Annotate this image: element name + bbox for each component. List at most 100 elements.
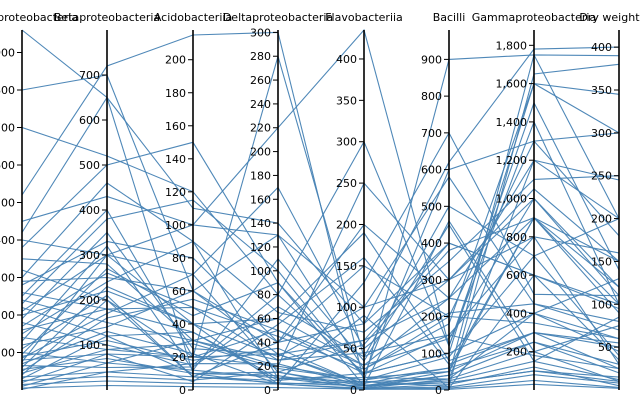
series-line-46: [21, 379, 620, 390]
tick-label: 100: [591, 298, 612, 311]
tick-label: 140: [250, 217, 271, 230]
series-line-30: [21, 140, 620, 377]
axis-1: 100 200 300 400 500 600 700 Betaproteobacteria: [54, 11, 160, 390]
tick-label: 800: [506, 231, 527, 244]
tick-label: 40: [257, 336, 271, 349]
series-line-32: [21, 217, 620, 373]
series-line-33: [21, 256, 620, 383]
tick-label: 300: [336, 136, 357, 149]
tick-label: 0: [264, 384, 271, 397]
tick-label: 600: [79, 114, 100, 127]
tick-label: 140: [165, 153, 186, 166]
tick-label: 0: [350, 384, 357, 397]
axis-3: 0 20 40 60 80 100 120 140 160 180 200 220 240 260 280 3…: [223, 11, 333, 397]
tick-label: 500: [421, 200, 442, 213]
tick-label: 700: [79, 69, 100, 82]
series-line-22: [21, 272, 620, 370]
series-line-11: [21, 175, 620, 322]
tick-label: 200: [591, 213, 612, 226]
series-line-4: [21, 28, 620, 348]
tick-label: 400: [421, 237, 442, 250]
tick-label: 160: [165, 120, 186, 133]
axis-title: Flavobacteriia: [325, 11, 403, 24]
series-line-49: [21, 370, 620, 390]
tick-label: 800: [0, 84, 15, 97]
tick-label: 900: [0, 47, 15, 60]
tick-label: 700: [421, 127, 442, 140]
tick-label: 100: [165, 219, 186, 232]
axis-6: 200 400 600 800 1,000 1,200 1,400 1,600 1,800 Gam…: [472, 11, 596, 390]
tick-label: 400: [591, 41, 612, 54]
tick-label: 350: [336, 94, 357, 107]
tick-label: 1,800: [496, 39, 528, 52]
axis-0: 100 200 300 400 500 600 700 800 900 Alphaproteoba…: [0, 11, 78, 390]
tick-label: 300: [250, 26, 271, 39]
tick-label: 1,400: [496, 116, 528, 129]
series-line-17: [21, 219, 620, 387]
series-line-24: [21, 175, 620, 335]
series-line-12: [21, 132, 620, 344]
tick-label: 200: [0, 309, 15, 322]
tick-label: 200: [336, 218, 357, 231]
series-line-15: [21, 231, 620, 362]
tick-label: 100: [336, 301, 357, 314]
tick-label: 400: [0, 234, 15, 247]
tick-label: 120: [250, 241, 271, 254]
tick-label: 50: [343, 343, 357, 356]
axis-2: 0 20 40 60 80 100 120 140 160 180 200 Acidobacterii…: [154, 11, 232, 397]
tick-label: 1,600: [496, 78, 528, 91]
series-line-14: [21, 209, 620, 375]
tick-label: 200: [506, 346, 527, 359]
series-line-34: [21, 82, 620, 371]
tick-label: 300: [0, 272, 15, 285]
tick-label: 50: [598, 341, 612, 354]
tick-label: 0: [435, 384, 442, 397]
axis-title: Deltaproteobacteria: [223, 11, 333, 24]
axis-title: Dry weight [g]: [579, 11, 640, 24]
axis-5: 0 100 200 300 400 500 600 700 800 900 Bacilli: [421, 11, 465, 397]
tick-label: 300: [79, 249, 100, 262]
tick-label: 40: [172, 318, 186, 331]
tick-label: 180: [250, 169, 271, 182]
tick-label: 100: [250, 265, 271, 278]
series-line-35: [21, 330, 620, 385]
tick-label: 60: [257, 312, 271, 325]
tick-label: 260: [250, 74, 271, 87]
tick-label: 120: [165, 186, 186, 199]
series-line-38: [21, 357, 620, 389]
axis-4: 0 50 100 150 200 250 300 350 400 Flavobacteriia: [325, 11, 403, 397]
series-line-1: [21, 54, 620, 387]
series-lines: [21, 28, 620, 390]
axis-title: Betaproteobacteria: [54, 11, 160, 24]
tick-label: 280: [250, 50, 271, 63]
tick-label: 700: [0, 122, 15, 135]
tick-label: 60: [172, 285, 186, 298]
axis-title: Alphaproteobacteria: [0, 11, 78, 24]
tick-label: 220: [250, 122, 271, 135]
tick-label: 80: [172, 252, 186, 265]
tick-label: 180: [165, 87, 186, 100]
tick-label: 1,000: [496, 193, 528, 206]
series-line-18: [21, 186, 620, 350]
series-line-25: [21, 255, 620, 381]
series-line-2: [21, 82, 620, 375]
tick-label: 150: [336, 260, 357, 273]
tick-label: 160: [250, 193, 271, 206]
tick-label: 400: [336, 53, 357, 66]
tick-label: 250: [591, 170, 612, 183]
tick-label: 200: [165, 54, 186, 67]
tick-label: 800: [421, 90, 442, 103]
tick-label: 200: [421, 311, 442, 324]
series-line-16: [21, 159, 620, 380]
axis-7: 50 100 150 200 250 300 350 400 Dry weight [g]: [579, 11, 640, 390]
series-line-27: [21, 223, 620, 346]
tick-label: 600: [421, 164, 442, 177]
axis-title: Bacilli: [433, 11, 466, 24]
tick-label: 350: [591, 84, 612, 97]
tick-label: 240: [250, 98, 271, 111]
axis-title: Gammaproteobacteria: [472, 11, 596, 24]
series-line-20: [21, 216, 620, 384]
axis-title: Acidobacteriia: [154, 11, 232, 24]
series-line-44: [21, 371, 620, 389]
